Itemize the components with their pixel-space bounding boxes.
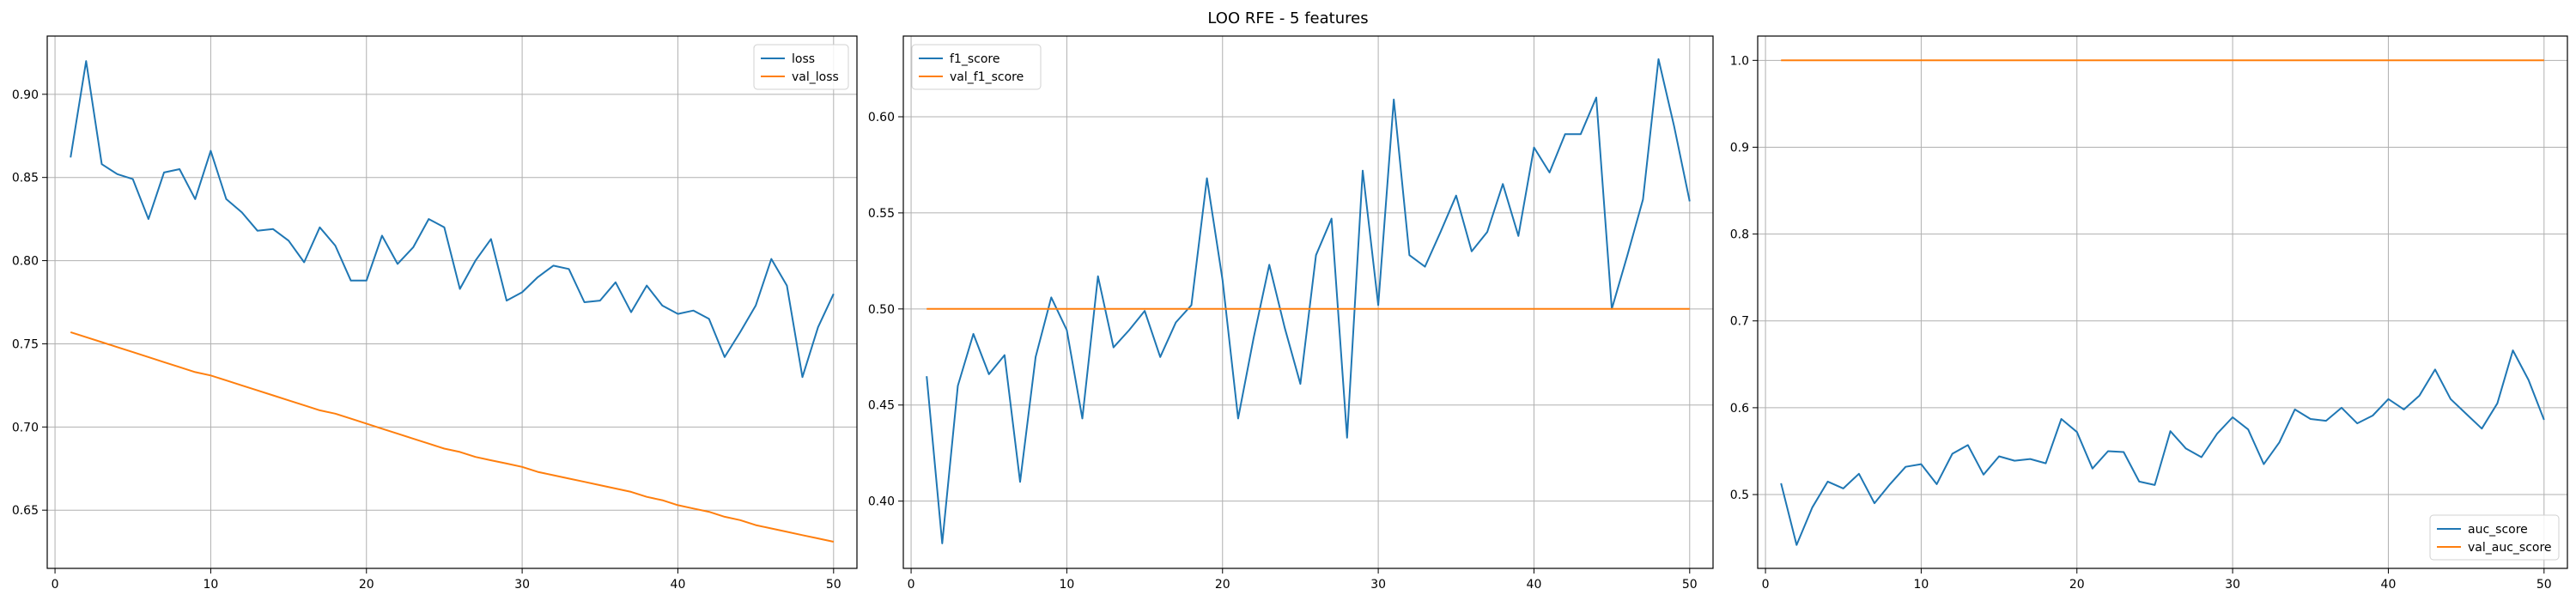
y-tick-label: 0.8 [1730,228,1749,242]
subplots: 0 10 20 30 40 500.650.700.750.800.850.90lossv… [12,35,2568,592]
y-tick-label: 0.80 [12,255,39,269]
x-tick-label: 50 [2537,578,2552,592]
x-tick-label: 10 [203,578,218,592]
subplot-1: 0 10 20 30 40 50 0.65 0.70 0.75 0.80 0.85 0.90 loss v… [12,35,858,592]
grid [47,36,857,568]
legend-label: loss [792,52,815,66]
series-line-val_loss [70,331,835,543]
x-tick-label: 0 [52,578,59,592]
figure-title: LOO RFE - 5 features [1207,9,1368,27]
y-tick-label: 0.65 [12,504,39,518]
axes-frame [46,35,858,569]
legend-box [911,44,1042,90]
x-tick-label: 20 [2069,578,2085,592]
y-tick-label: 1.0 [1730,54,1749,68]
legend-label: val_f1_score [950,70,1024,84]
legend-label: val_loss [792,70,839,84]
grid [1758,36,2567,568]
y-tick-label: 0.75 [12,337,39,351]
y-tick-label: 0.55 [868,207,895,221]
series-line-auc_score [1780,349,2545,546]
axes-frame [902,35,1714,569]
x-tick-label: 20 [359,578,374,592]
y-tick-label: 0.60 [868,111,895,124]
axes-frame [1757,35,2568,569]
x-tick-label: 30 [2225,578,2240,592]
x-tick-label: 0 [1762,578,1770,592]
subplot-3: 0 10 20 30 40 50 0.5 0.6 0.7 0.8 0.9 1.0 auc_scoreva… [1730,35,2568,592]
y-tick-label: 0.9 [1730,141,1749,155]
y-tick-label: 0.45 [868,399,895,413]
subplot-2: 0 10 20 30 40 50 0.40 0.45 0.50 0.55 0.60 f1_scorev… [868,35,1714,592]
x-tick-label: 0 [908,578,915,592]
grid [903,36,1713,568]
y-tick-label: 0.6 [1730,402,1749,416]
legend-label: auc_score [2468,523,2528,537]
x-tick-label: 50 [1682,578,1698,592]
x-tick-label: 30 [514,578,530,592]
x-tick-label: 40 [671,578,686,592]
legend: auc_score val_auc_score [2429,514,2560,561]
y-tick-label: 0.50 [868,303,895,317]
y-tick-label: 0.70 [12,421,39,434]
legend: f1_score val_f1_score [911,44,1042,90]
legend-box [2429,514,2560,561]
series-line-f1_score [926,58,1691,544]
x-tick-label: 40 [2381,578,2397,592]
y-tick-label: 0.40 [868,495,895,509]
x-tick-label: 30 [1370,578,1386,592]
x-tick-label: 10 [1913,578,1929,592]
legend-label: f1_score [950,52,999,66]
y-tick-label: 0.90 [12,88,39,102]
x-tick-label: 40 [1527,578,1542,592]
x-tick-label: 10 [1059,578,1074,592]
y-tick-label: 0.5 [1730,489,1749,502]
legend: loss val_loss [753,44,849,90]
x-tick-label: 20 [1215,578,1230,592]
x-tick-label: 50 [826,578,841,592]
legend-label: val_auc_score [2468,541,2552,555]
legend-box [753,44,849,90]
y-tick-label: 0.7 [1730,315,1749,329]
y-tick-label: 0.85 [12,172,39,185]
series-line-loss [70,60,835,379]
